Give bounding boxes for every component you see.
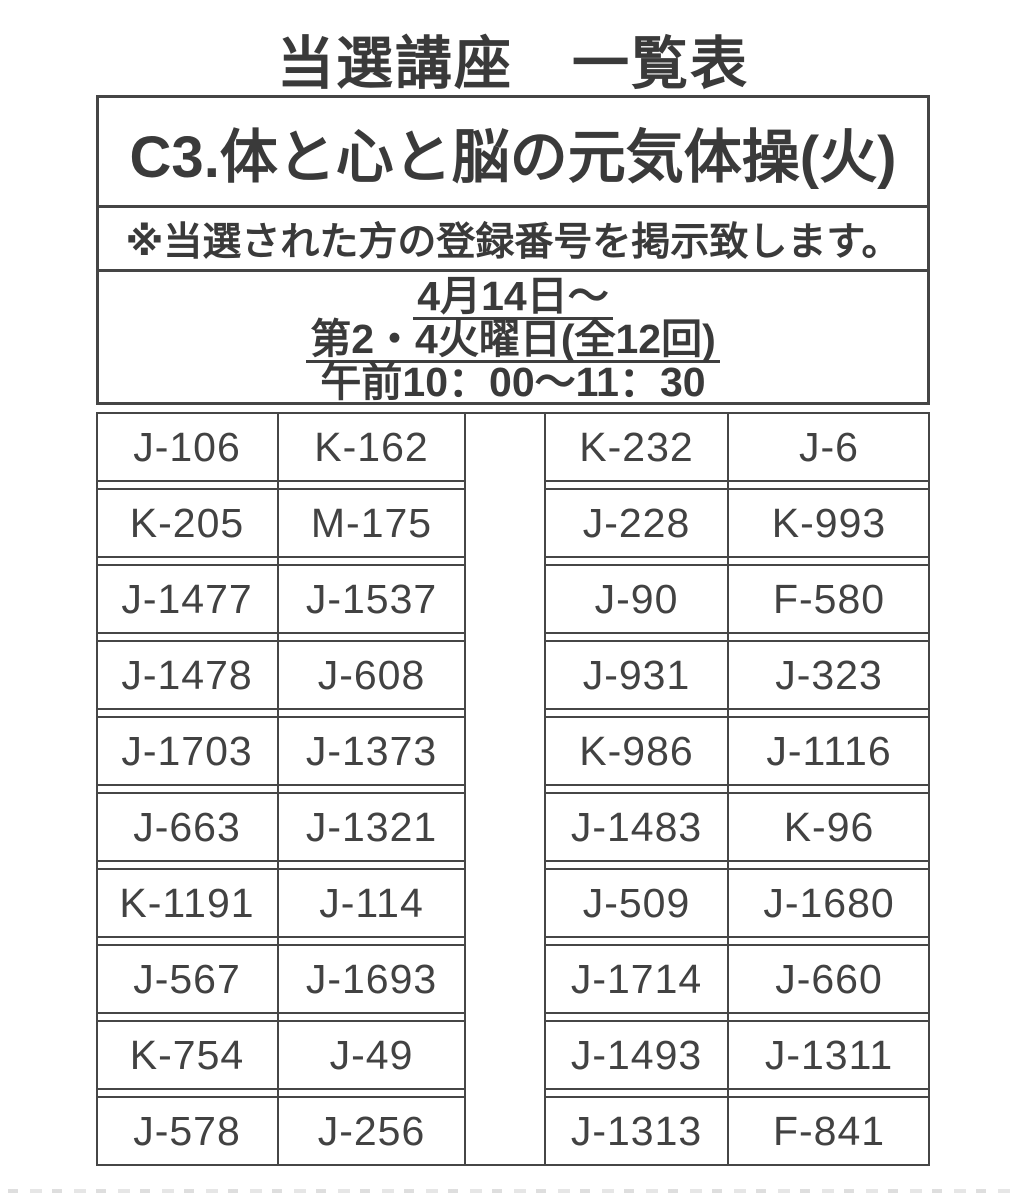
page-title: 当選講座 一覧表: [277, 32, 749, 96]
registration-number: J-1714: [545, 944, 728, 1014]
schedule-weekdays-text: 第2・4火曜日(全12回): [306, 319, 720, 363]
table-vertical-rule: [277, 412, 279, 1166]
registration-number: J-1321: [278, 792, 465, 862]
registration-number: K-162: [278, 412, 465, 482]
registration-number: J-49: [278, 1020, 465, 1090]
registration-number: F-841: [728, 1096, 930, 1166]
registration-number: K-993: [728, 488, 930, 558]
schedule-start-date-text: 4月14日～: [413, 276, 613, 320]
notice-sheet: C3.体と心と脳の元気体操(火) ※当選された方の登録番号を掲示致します。 4月…: [96, 95, 930, 1166]
registration-number: J-6: [728, 412, 930, 482]
registration-number: K-754: [96, 1020, 278, 1090]
registration-number: J-1693: [278, 944, 465, 1014]
schedule-weekdays: 第2・4火曜日(全12回): [99, 318, 927, 363]
registration-number: K-232: [545, 412, 728, 482]
registration-number: J-114: [278, 868, 465, 938]
registration-number: K-1191: [96, 868, 278, 938]
table-vertical-rule: [727, 412, 729, 1166]
notice-box: ※当選された方の登録番号を掲示致します。: [96, 205, 930, 272]
registration-number: J-663: [96, 792, 278, 862]
registration-number: J-1493: [545, 1020, 728, 1090]
registration-number: J-567: [96, 944, 278, 1014]
table-vertical-rule: [464, 412, 466, 1166]
registration-number: J-106: [96, 412, 278, 482]
schedule-start-date: 4月14日～: [99, 275, 927, 320]
registration-number: J-228: [545, 488, 728, 558]
registration-number: J-931: [545, 640, 728, 710]
table-vertical-rule: [544, 412, 546, 1166]
registration-number: K-986: [545, 716, 728, 786]
course-name: C3.体と心と脳の元気体操(火): [129, 124, 897, 190]
registration-number: M-175: [278, 488, 465, 558]
registration-number: J-1703: [96, 716, 278, 786]
registration-number: J-1311: [728, 1020, 930, 1090]
registration-table: J-106 K-162 K-232 J-6 K-205 M-175 J-228 …: [96, 412, 930, 1166]
registration-number: J-256: [278, 1096, 465, 1166]
schedule-time-text: 午前10：00～11：30: [316, 362, 709, 403]
registration-number: K-96: [728, 792, 930, 862]
scan-artifact: [8, 1189, 1011, 1193]
registration-number: J-1313: [545, 1096, 728, 1166]
table-vertical-rule: [928, 412, 930, 1166]
registration-number: J-90: [545, 564, 728, 634]
registration-number: J-578: [96, 1096, 278, 1166]
registration-number: F-580: [728, 564, 930, 634]
table-vertical-rule: [96, 412, 98, 1166]
registration-number: J-509: [545, 868, 728, 938]
registration-number: J-608: [278, 640, 465, 710]
notice-text: ※当選された方の登録番号を掲示致します。: [125, 220, 901, 264]
registration-number: J-1116: [728, 716, 930, 786]
registration-number: J-1537: [278, 564, 465, 634]
registration-number: J-1477: [96, 564, 278, 634]
registration-number: J-1478: [96, 640, 278, 710]
registration-number: J-1483: [545, 792, 728, 862]
registration-number: J-1680: [728, 868, 930, 938]
registration-number: J-323: [728, 640, 930, 710]
table-spacer-column: [465, 412, 545, 1166]
registration-number: K-205: [96, 488, 278, 558]
schedule-time: 午前10：00～11：30: [99, 361, 927, 403]
registration-number: J-1373: [278, 716, 465, 786]
schedule-box: 4月14日～ 第2・4火曜日(全12回) 午前10：00～11：30: [96, 269, 930, 405]
course-name-box: C3.体と心と脳の元気体操(火): [96, 95, 930, 208]
registration-number: J-660: [728, 944, 930, 1014]
